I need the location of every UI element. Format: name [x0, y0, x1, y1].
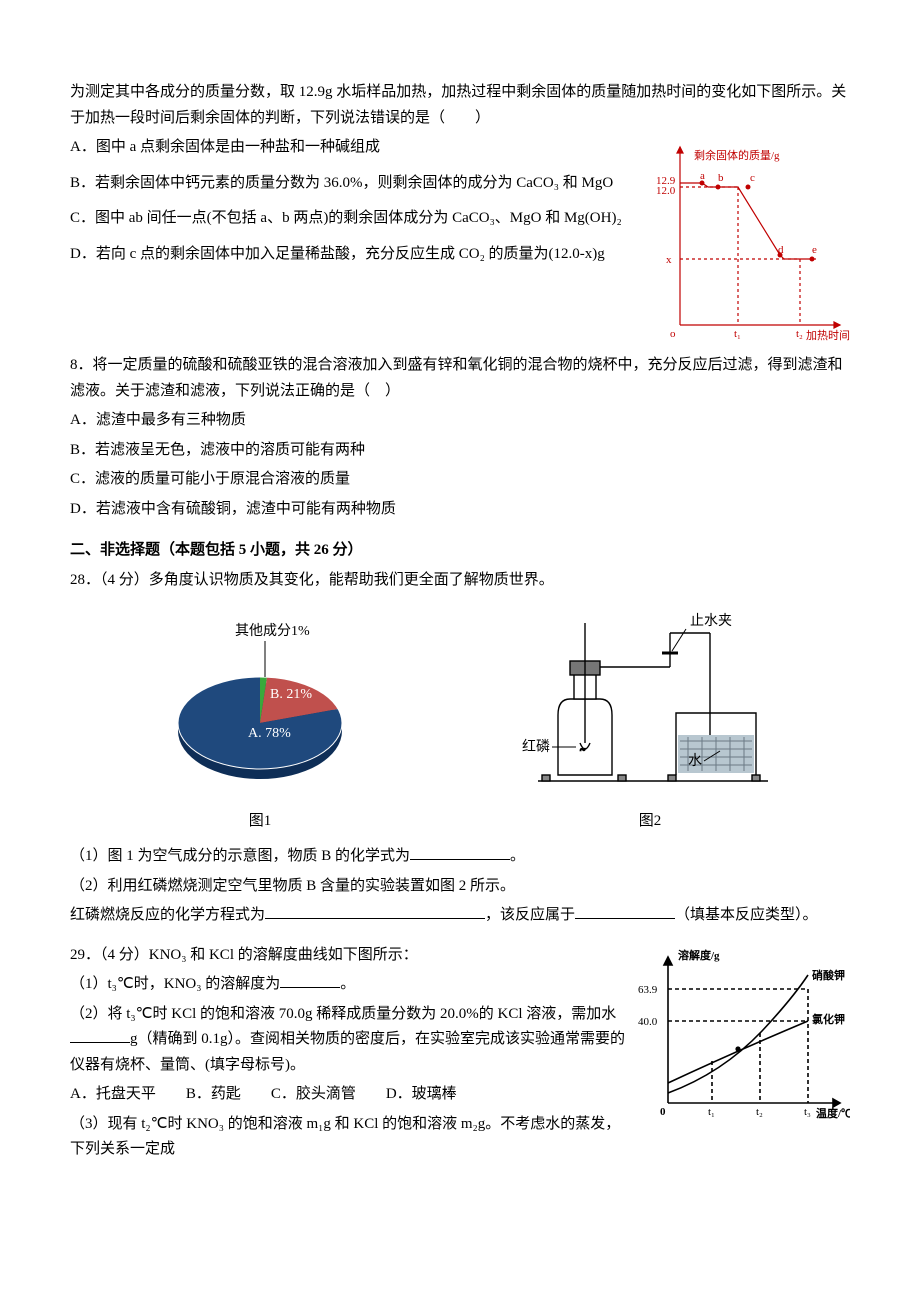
q7-ylabel: 剩余固体的质量/g — [694, 148, 780, 162]
txt: 。 — [340, 976, 355, 992]
ytick: 40.0 — [638, 1016, 658, 1028]
q8-c: C．滤液的质量可能小于原混合溶液的质量 — [70, 467, 850, 493]
blank[interactable] — [70, 1042, 130, 1043]
pie-lbl: B. 21% — [270, 687, 312, 702]
q28-stem: 28．（4 分）多角度认识物质及其变化，能帮助我们更全面了解物质世界。 — [70, 568, 850, 594]
lbl-p: 红磷 — [522, 739, 550, 755]
lbl-water: 水 — [688, 753, 702, 769]
pt: c — [750, 172, 755, 184]
pie-lbl: 其他成分1% — [235, 623, 310, 639]
txt: g（精确到 0.1g）。查阅相关物质的密度后，在实验室完成该实验通常需要的仪器有… — [70, 1031, 625, 1073]
q28-p1: （1）图 1 为空气成分的示意图，物质 B 的化学式为 。 — [70, 844, 850, 870]
ylabel: 溶解度/g — [678, 948, 720, 962]
txt: （2）将 t₃℃时 KCl 的饱和溶液 70.0g 稀释成质量分数为 20.0%… — [70, 1006, 616, 1022]
q8-a: A．滤渣中最多有三种物质 — [70, 408, 850, 434]
xtick: t₁ — [708, 1106, 715, 1118]
xtick: t₂ — [796, 328, 803, 340]
txt: （1）t₃℃时，KNO₃ 的溶解度为 — [70, 976, 280, 992]
section2-title: 二、非选择题（本题包括 5 小题，共 26 分） — [70, 538, 850, 564]
pt: d — [778, 244, 784, 256]
blank[interactable] — [265, 918, 485, 919]
ytick: 12.0 — [656, 185, 676, 197]
ytick: x — [666, 254, 672, 266]
txt: ，该反应属于 — [485, 907, 575, 923]
q28-p2: （2）利用红磷燃烧测定空气里物质 B 含量的实验装置如图 2 所示。 — [70, 874, 850, 900]
txt: （填基本反应类型）。 — [675, 907, 818, 923]
q29-chart: 溶解度/g 63.9 40.0 t₁ t₂ t₃ 0 温度/℃ 硝酸钾 氯化钾 — [632, 943, 850, 1123]
fig2-caption: 图2 — [520, 809, 780, 835]
pt: b — [718, 172, 724, 184]
q8-d: D．若滤液中含有硫酸铜，滤渣中可能有两种物质 — [70, 497, 850, 523]
blank[interactable] — [280, 987, 340, 988]
series: 硝酸钾 — [812, 968, 845, 982]
pt: a — [700, 170, 705, 182]
q28-apparatus: ~ 止水夹 — [520, 603, 780, 793]
q8-stem: 8．将一定质量的硫酸和硫酸亚铁的混合溶液加入到盛有锌和氧化铜的混合物的烧杯中，充… — [70, 353, 850, 404]
blank[interactable] — [410, 859, 510, 860]
svg-text:~: ~ — [580, 745, 586, 756]
fig1-caption: 图1 — [140, 809, 380, 835]
xlabel: 温度/℃ — [816, 1106, 850, 1120]
xtick: t₂ — [756, 1106, 763, 1118]
pt: e — [812, 244, 817, 256]
xtick: t₃ — [804, 1106, 811, 1118]
q7-stem: 为测定其中各成分的质量分数，取 12.9g 水垢样品加热，加热过程中剩余固体的质… — [70, 80, 850, 131]
q7-xlabel: 加热时间/min — [806, 329, 850, 342]
svg-text:0: 0 — [660, 1106, 666, 1118]
txt: 。 — [510, 848, 525, 864]
q28-p2b: 红磷燃烧反应的化学方程式为 ，该反应属于 （填基本反应类型）。 — [70, 903, 850, 929]
q8-b: B．若滤液呈无色，滤液中的溶质可能有两种 — [70, 438, 850, 464]
txt: （1）图 1 为空气成分的示意图，物质 B 的化学式为 — [70, 848, 410, 864]
xtick: t₁ — [734, 328, 741, 340]
series: 氯化钾 — [812, 1012, 845, 1026]
svg-text:o: o — [670, 328, 676, 340]
pie-lbl: A. 78% — [248, 726, 291, 741]
blank[interactable] — [575, 918, 675, 919]
lbl-clamp: 止水夹 — [690, 613, 732, 629]
ytick: 63.9 — [638, 984, 658, 996]
q7-chart: 剩余固体的质量/g 12.9 12.0 x a b c d e t₁ t₂ o … — [652, 135, 850, 345]
q28-pie: 其他成分1% B. 21% A. 78% — [140, 613, 380, 793]
txt: 红磷燃烧反应的化学方程式为 — [70, 907, 265, 923]
